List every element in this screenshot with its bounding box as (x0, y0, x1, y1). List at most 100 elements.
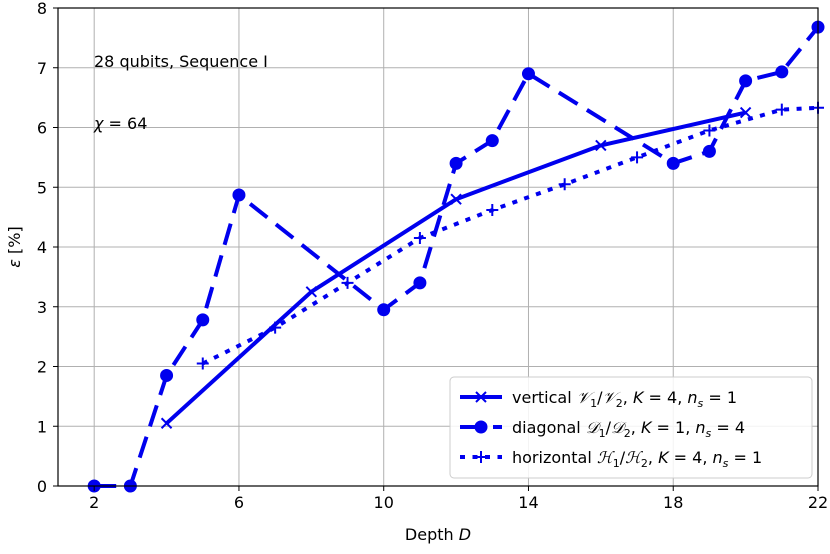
data-point (232, 188, 246, 202)
legend-text-kval: = 4, (669, 448, 713, 467)
data-point (558, 178, 571, 191)
x-tick-label: 6 (234, 493, 244, 512)
legend-text-v1: 𝒟 (586, 418, 602, 437)
legend-label: diagonal 𝒟1/𝒟2, K = 1, ns = 4 (512, 418, 745, 440)
y-tick-label: 3 (37, 298, 47, 317)
legend-label: vertical 𝒱1/𝒱2, K = 4, ns = 1 (512, 388, 737, 410)
y-tick-label: 5 (37, 178, 47, 197)
legend-text-post: , (623, 388, 633, 407)
legend-text-nsub: s (706, 427, 712, 440)
legend-text-mid: / (597, 388, 603, 407)
legend-entry: horizontal ℋ1/ℋ2, K = 4, ns = 1 (460, 448, 762, 470)
y-tick-label: 6 (37, 119, 47, 138)
x-tick-label: 14 (518, 493, 538, 512)
chi-value: = 64 (103, 114, 147, 133)
legend-text-s2: 2 (616, 397, 623, 410)
data-point (775, 65, 789, 79)
legend-text-K: K (658, 448, 670, 467)
legend-text-kval: = 1, (651, 418, 695, 437)
data-point (595, 139, 607, 152)
series-layer (87, 20, 825, 493)
data-point (196, 357, 209, 370)
annotation-title: 28 qubits, Sequence I (94, 52, 268, 71)
data-point (702, 144, 716, 158)
legend-text-mid: / (620, 448, 626, 467)
legend-text-pre: diagonal (512, 418, 586, 437)
series-dashed (87, 20, 825, 493)
annotation-chi: χ = 64 (93, 114, 147, 133)
y-axis-label-unit: [%] (5, 226, 24, 254)
y-tick-label: 1 (37, 417, 47, 436)
data-point (196, 313, 210, 327)
legend-text-K: K (633, 388, 645, 407)
data-point (450, 193, 462, 205)
x-axis-label-var: D (459, 525, 471, 544)
series-line (201, 105, 819, 366)
legend-text-s2: 2 (624, 427, 631, 440)
x-tick-label: 2 (89, 493, 99, 512)
y-tick-label: 2 (37, 358, 47, 377)
legend-box (449, 376, 813, 479)
x-tick-label: 22 (808, 493, 828, 512)
data-point (486, 203, 499, 216)
y-tick-label: 0 (37, 477, 47, 496)
legend-text-s1: 1 (613, 457, 620, 470)
y-tick-label: 4 (37, 238, 47, 257)
y-tick-label: 8 (37, 0, 47, 18)
legend-text-v2: ℋ (625, 448, 643, 467)
legend-text-K: K (641, 418, 653, 437)
x-tick-label: 10 (374, 493, 394, 512)
y-tick-label: 7 (37, 59, 47, 78)
data-point (160, 368, 174, 382)
legend-text-nval: = 1 (703, 388, 737, 407)
data-point (739, 74, 753, 88)
legend-marker (475, 451, 487, 463)
data-point (160, 417, 173, 429)
data-point (739, 106, 752, 119)
legend-text-mid: / (606, 418, 612, 437)
legend-text-n: n (713, 448, 723, 467)
legend-text-s1: 1 (599, 427, 606, 440)
legend-text-n: n (695, 418, 705, 437)
legend-text-post: , (631, 418, 641, 437)
y-axis-label-var: ε (5, 259, 24, 268)
legend-entry: vertical 𝒱1/𝒱2, K = 4, ns = 1 (460, 388, 737, 410)
legend-text-s2: 2 (641, 457, 648, 470)
legend-text-nval: = 4 (711, 418, 745, 437)
legend-text-v2: 𝒟 (611, 418, 627, 437)
legend-text-pre: horizontal (512, 448, 597, 467)
data-point (413, 276, 427, 290)
data-point (341, 276, 354, 289)
legend-text-kval: = 4, (643, 388, 687, 407)
data-point (666, 156, 680, 170)
data-point (377, 303, 391, 317)
data-point (703, 124, 716, 137)
data-point (521, 67, 535, 81)
legend-text-v1: ℋ (597, 448, 615, 467)
legend-text-nval: = 1 (728, 448, 762, 467)
legend-marker (475, 391, 487, 403)
legend-marker (474, 420, 488, 434)
legend-text-pre: vertical (512, 388, 577, 407)
legend-text-nsub: s (698, 397, 704, 410)
legend-text-s1: 1 (590, 397, 597, 410)
legend-text-nsub: s (723, 457, 729, 470)
data-point (305, 286, 318, 298)
data-point (449, 156, 463, 170)
chi-symbol: χ (93, 114, 104, 133)
data-point (775, 103, 788, 116)
legend-text-post: , (648, 448, 658, 467)
data-point (631, 151, 644, 164)
legend-entry: diagonal 𝒟1/𝒟2, K = 1, ns = 4 (460, 418, 745, 440)
y-axis-label: ε [%] (5, 226, 24, 267)
legend-text-n: n (687, 388, 697, 407)
data-point (269, 321, 282, 334)
x-tick-label: 18 (663, 493, 683, 512)
data-point (485, 134, 499, 148)
x-axis-label: Depth D (405, 525, 471, 544)
legend-label: horizontal ℋ1/ℋ2, K = 4, ns = 1 (512, 448, 762, 470)
x-axis-label-text: Depth (405, 525, 454, 544)
